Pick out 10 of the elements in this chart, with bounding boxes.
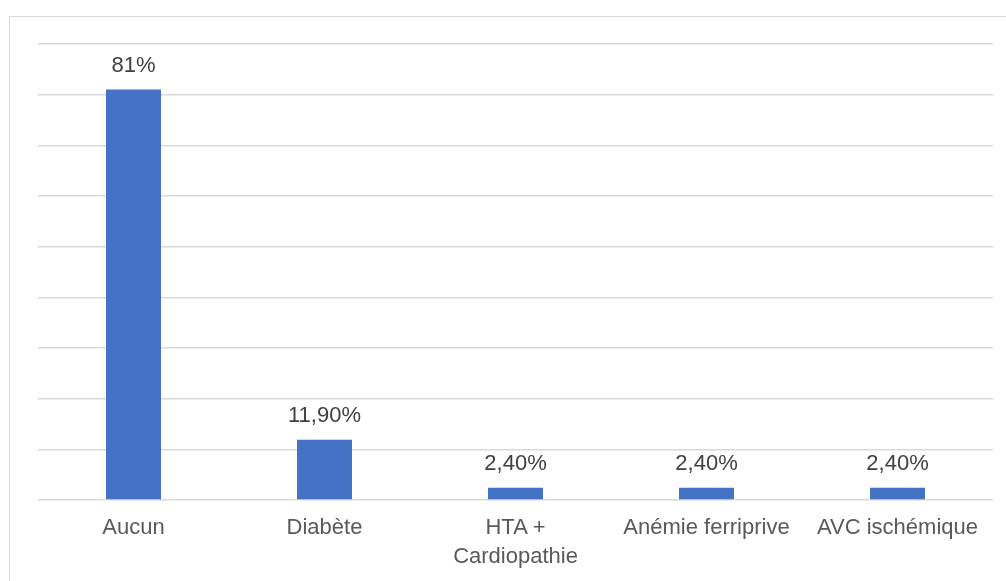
x-tick-label: HTA + Cardiopathie (453, 514, 578, 568)
data-label: 2,40% (866, 449, 929, 475)
x-tick-label: Anémie ferriprive (623, 514, 790, 540)
x-tick-label: Diabète (286, 514, 363, 540)
data-label: 11,90% (288, 401, 361, 427)
data-label: 81% (111, 51, 156, 77)
data-label: 2,40% (675, 449, 738, 475)
x-tick-label: Aucun (102, 514, 165, 540)
data-label: 2,40% (484, 449, 547, 475)
x-tick-label: AVC ischémique (817, 514, 978, 540)
